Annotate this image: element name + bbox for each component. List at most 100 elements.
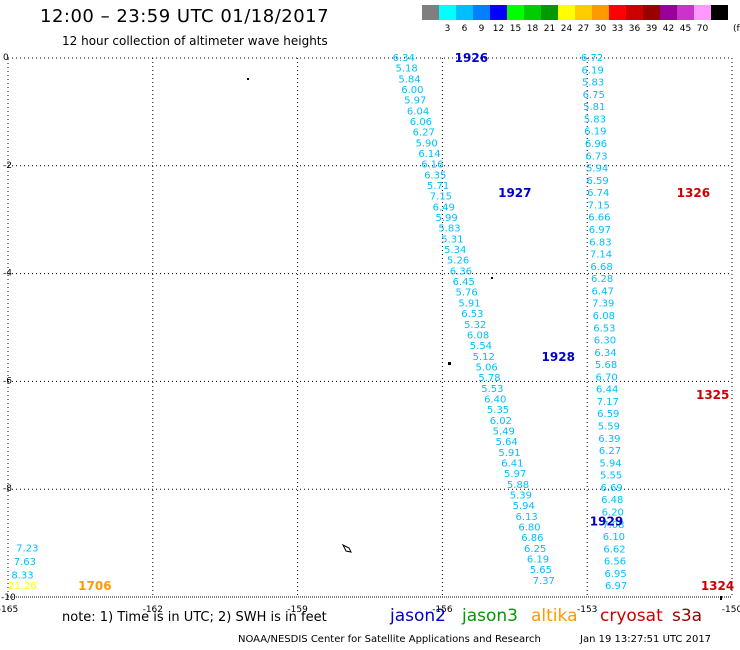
wave-height-value: 5.31 (441, 234, 463, 245)
wave-height-value: 5.94 (586, 164, 608, 175)
wave-height-marks: 6.345.185.846.005.976.046.066.275.906.14… (8, 51, 734, 593)
y-tick-label: -2 (3, 161, 12, 171)
color-swatch-label: 3 (444, 24, 451, 34)
wave-height-value: 6.25 (524, 544, 546, 555)
wave-height-value: 5.71 (427, 181, 449, 192)
wave-height-value: 6.62 (603, 544, 625, 555)
wave-height-value: 6.08 (593, 311, 615, 322)
wave-height-value: 5.06 (475, 362, 497, 373)
wave-height-value: 6.30 (594, 336, 616, 347)
wave-height-value: 5.83 (438, 224, 460, 235)
legend-altika: altika (531, 606, 578, 626)
legend-jason3: jason3 (462, 606, 518, 626)
pass-time-label: 1326 (677, 186, 710, 200)
axis-ticks: -165 -162 -159 -156 -153 -150 0 -2 -4 -6 -8 -10 (0, 53, 740, 615)
wave-height-value: 6.00 (401, 85, 423, 96)
wave-height-value: 6.49 (433, 202, 455, 213)
wave-height-value: 5.84 (398, 74, 420, 85)
island-marker (341, 543, 352, 553)
wave-height-value: 6.66 (588, 213, 610, 224)
color-scale-unit: (ft) (733, 24, 740, 34)
wave-height-value: 6.14 (418, 149, 440, 160)
island-marker (491, 277, 493, 279)
wave-height-value: 6.47 (592, 286, 614, 297)
wave-height-value: 6.95 (604, 569, 626, 580)
color-swatch (575, 5, 592, 20)
chart-subtitle: 12 hour collection of altimeter wave hei… (62, 34, 328, 48)
pass-time-label: 1928 (542, 350, 575, 364)
color-swatch (490, 5, 507, 20)
color-swatch (609, 5, 626, 20)
wave-height-value: 6.69 (601, 483, 623, 494)
color-swatch (592, 5, 609, 20)
credit-text: NOAA/NESDIS Center for Satellite Applica… (238, 634, 541, 645)
wave-height-value: 5.90 (416, 138, 438, 149)
wave-height-value: 7.17 (597, 397, 619, 408)
credit-timestamp: Jan 19 13:27:51 UTC 2017 (580, 634, 712, 645)
wave-height-value: 6.19 (581, 65, 603, 76)
wave-height-value: 7.15 (588, 200, 610, 211)
wave-height-value: 6.28 (591, 274, 613, 285)
wave-height-value: 5.97 (404, 96, 426, 107)
color-swatch (439, 5, 456, 20)
wave-height-value: 5.18 (396, 64, 418, 75)
x-tick-label: -156 (432, 605, 453, 615)
wave-height-value: 5.12 (473, 352, 495, 363)
wave-height-value: 8.33 (11, 570, 33, 581)
color-swatch (711, 5, 728, 20)
color-swatch-label: 27 (577, 24, 590, 34)
island-marker (448, 362, 451, 365)
wave-height-value: 6.40 (484, 394, 506, 405)
wave-height-value: 7.23 (16, 543, 38, 554)
wave-height-value: 5.55 (600, 471, 622, 482)
wave-height-value: 7.08 (602, 520, 624, 531)
island-marker (720, 596, 722, 600)
pass-time-label: 1324 (701, 579, 734, 593)
wave-height-value: 5.64 (495, 437, 517, 448)
wave-height-value: 6.73 (585, 151, 607, 162)
wave-height-value: 5.53 (481, 384, 503, 395)
color-swatch (626, 5, 643, 20)
wave-height-value: 6.45 (453, 277, 475, 288)
color-swatch (456, 5, 473, 20)
wave-height-value: 6.10 (603, 532, 625, 543)
wave-height-value: 6.96 (585, 139, 607, 150)
island-markers (247, 78, 722, 600)
wave-height-value: 6.56 (604, 557, 626, 568)
wave-height-value: 5.94 (513, 501, 535, 512)
wave-height-value: 5.32 (464, 320, 486, 331)
color-swatch (660, 5, 677, 20)
x-tick-label: -165 (0, 605, 18, 615)
wave-height-value: 7.15 (430, 192, 452, 203)
color-swatch-label: 30 (594, 24, 607, 34)
wave-height-value: 5.78 (478, 373, 500, 384)
wave-height-value: 6.97 (605, 581, 627, 592)
legend-jason2: jason2 (390, 606, 446, 626)
wave-height-value: 6.53 (461, 309, 483, 320)
y-tick-label: -8 (3, 484, 12, 494)
color-swatch-label: 9 (478, 24, 485, 34)
wave-height-value: 5.54 (470, 341, 492, 352)
wave-height-value: 6.59 (597, 409, 619, 420)
color-swatch-label: 18 (526, 24, 539, 34)
x-tick-label: -153 (577, 605, 597, 615)
wave-height-value: 5.81 (583, 102, 605, 113)
wave-height-value: 6.02 (490, 416, 512, 427)
wave-height-value: 6.59 (587, 176, 609, 187)
wave-height-value: 6.97 (589, 225, 611, 236)
wave-height-value: 5.83 (584, 114, 606, 125)
color-swatch (473, 5, 490, 20)
wave-height-value: 6.35 (424, 170, 446, 181)
y-tick-label: -10 (1, 593, 16, 603)
wave-height-value: 6.16 (421, 160, 443, 171)
color-swatch-label: 12 (492, 24, 505, 34)
y-tick-label: 0 (3, 53, 9, 63)
y-tick-label: -4 (3, 269, 12, 279)
wave-height-value: 7.14 (590, 250, 612, 261)
units-note: note: 1) Time is in UTC; 2) SWH is in fe… (62, 610, 327, 625)
wave-height-value: 6.44 (596, 385, 618, 396)
wave-height-value: 6.53 (593, 323, 615, 334)
x-tick-label: -162 (143, 605, 163, 615)
color-swatch-label: 15 (509, 24, 522, 34)
wave-height-value: 6.83 (589, 237, 611, 248)
